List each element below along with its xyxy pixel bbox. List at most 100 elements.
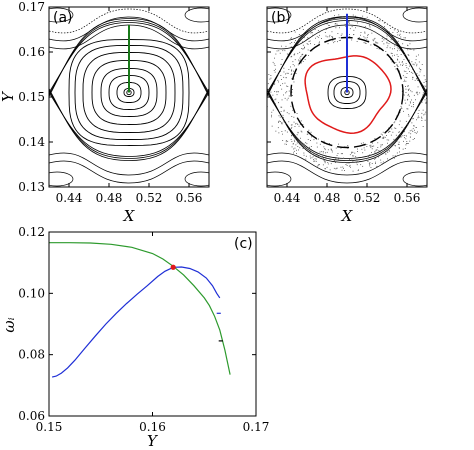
chaotic-point	[371, 32, 373, 34]
chaotic-point	[376, 42, 378, 44]
chaotic-point	[307, 139, 309, 140]
chaotic-point	[317, 30, 319, 31]
chaotic-point	[291, 70, 292, 72]
chaotic-point	[417, 113, 419, 114]
panel-b-ticks: 0.44 0.48 0.52 0.56	[267, 6, 420, 205]
chaotic-point	[299, 147, 301, 149]
chaotic-point	[314, 160, 316, 162]
chaotic-point	[283, 121, 285, 123]
chaotic-point	[275, 130, 277, 132]
chaotic-point	[316, 142, 318, 144]
chaotic-point	[272, 94, 274, 96]
chaotic-point	[396, 54, 398, 56]
chaotic-point	[283, 94, 284, 96]
chaotic-point	[295, 144, 297, 146]
chaotic-point	[283, 76, 285, 78]
chaotic-point	[421, 112, 423, 114]
chaotic-point	[356, 41, 358, 42]
chaotic-point	[291, 78, 293, 80]
chaotic-point	[308, 129, 310, 131]
chaotic-point	[357, 151, 358, 152]
chaotic-point	[325, 35, 327, 37]
chaotic-point	[374, 31, 376, 33]
chaotic-point	[358, 25, 360, 27]
chaotic-point	[296, 134, 298, 136]
chaotic-point	[273, 70, 275, 71]
chaotic-point	[338, 37, 340, 39]
chaotic-point	[378, 156, 380, 158]
intersection-marker	[170, 264, 176, 270]
chaotic-point	[310, 146, 312, 147]
chaotic-point	[356, 162, 358, 164]
chaotic-point	[398, 147, 400, 149]
chaotic-point	[305, 158, 307, 160]
chaotic-point	[417, 80, 419, 81]
chaotic-point	[389, 150, 390, 152]
chaotic-point	[430, 93, 431, 94]
chaotic-point	[283, 71, 285, 73]
orbit-curve	[74, 45, 184, 140]
chaotic-point	[290, 124, 292, 126]
chaotic-point	[425, 101, 427, 103]
chaotic-point	[397, 65, 398, 67]
chaotic-point	[403, 59, 405, 60]
chaotic-point	[306, 39, 307, 41]
chaotic-point	[319, 143, 321, 145]
chaotic-point	[397, 50, 398, 52]
chaotic-point	[285, 92, 287, 94]
chaotic-point	[420, 102, 422, 104]
chaotic-point	[356, 159, 357, 161]
chaotic-point	[356, 157, 358, 159]
chaotic-point	[414, 62, 416, 64]
chaotic-point	[414, 129, 415, 131]
chaotic-point	[412, 78, 414, 80]
chaotic-point	[354, 152, 356, 154]
corner-island	[267, 7, 292, 23]
chaotic-point	[352, 14, 354, 16]
chaotic-point	[344, 23, 346, 25]
chaotic-point	[315, 158, 317, 160]
chaotic-point	[394, 121, 396, 123]
chaotic-point	[285, 123, 287, 125]
chaotic-point	[292, 143, 294, 144]
chaotic-point	[281, 122, 283, 124]
chaotic-point	[282, 50, 284, 52]
chaotic-point	[415, 127, 417, 128]
chaotic-point	[424, 119, 426, 121]
chaotic-point	[290, 127, 292, 129]
chaotic-point	[272, 109, 274, 111]
chaotic-point	[383, 138, 385, 139]
y-tick-label: 0.16	[18, 45, 45, 59]
chaotic-point	[411, 99, 412, 101]
chaotic-point	[300, 56, 302, 57]
chaotic-point	[332, 40, 334, 42]
chaotic-point	[386, 41, 388, 43]
chaotic-point	[384, 136, 386, 138]
chaotic-point	[364, 42, 366, 44]
chaotic-point	[311, 157, 313, 159]
chaotic-point	[397, 143, 399, 145]
chaotic-point	[309, 155, 311, 157]
chaotic-point	[413, 64, 415, 66]
chaotic-point	[310, 32, 312, 34]
chaotic-point	[387, 45, 389, 47]
chaotic-point	[312, 34, 314, 36]
chaotic-point	[316, 36, 318, 38]
chaotic-point	[294, 147, 296, 149]
chaotic-point	[305, 142, 307, 144]
chaotic-point	[372, 39, 374, 41]
chaotic-point	[416, 63, 418, 65]
outer-flow-line	[267, 152, 427, 176]
chaotic-point	[411, 61, 413, 63]
chaotic-point	[386, 139, 388, 141]
panel-b-label: (b)	[271, 10, 291, 26]
chaotic-point	[380, 159, 382, 161]
chaotic-point	[422, 126, 424, 127]
chaotic-point	[405, 65, 407, 66]
chaotic-point	[421, 101, 423, 103]
chaotic-point	[278, 121, 279, 123]
chaotic-point	[375, 163, 376, 164]
chaotic-point	[399, 112, 401, 113]
chaotic-point	[353, 155, 355, 157]
chaotic-point	[423, 82, 425, 83]
